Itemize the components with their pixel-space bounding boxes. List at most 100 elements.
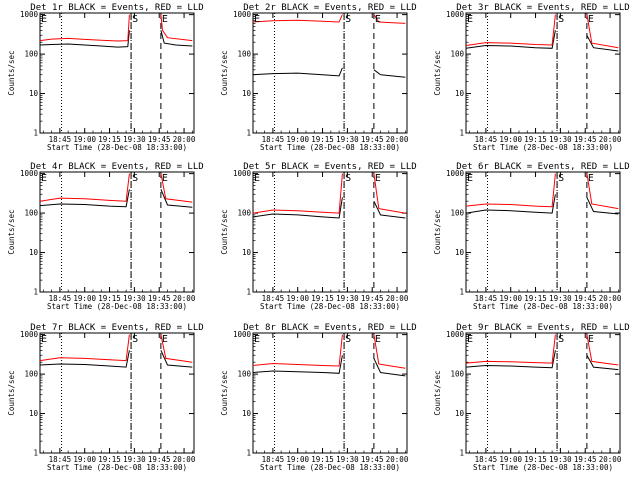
x-tick-label: 19:30 bbox=[549, 135, 572, 144]
y-tick-label: 100 bbox=[450, 370, 464, 379]
marker-E: E bbox=[162, 334, 168, 345]
y-tick-label: 10 bbox=[455, 248, 465, 257]
y-tick-label: 1000 bbox=[446, 330, 465, 339]
y-tick-label: 1000 bbox=[233, 330, 252, 339]
y-tick-label: 100 bbox=[237, 50, 251, 59]
y-tick-label: 10 bbox=[29, 409, 39, 418]
y-axis-label: Counts/sec bbox=[220, 370, 229, 415]
x-tick-label: 19:45 bbox=[148, 135, 171, 144]
panel-det-9: Det 9r BLACK = Events, RED = LLD 1 10 100 10… bbox=[433, 323, 630, 472]
x-tick-label: 19:15 bbox=[98, 455, 121, 464]
y-tick-label: 1000 bbox=[233, 10, 252, 19]
events-series-line bbox=[586, 355, 619, 371]
marker-E: E bbox=[375, 14, 381, 25]
y-axis-label: Counts/sec bbox=[433, 370, 442, 415]
events-series-line bbox=[586, 197, 619, 215]
y-tick-label: 1 bbox=[246, 449, 251, 458]
y-tick-label: 10 bbox=[29, 89, 39, 98]
y-tick-label: 100 bbox=[24, 370, 38, 379]
lld-series-line bbox=[373, 14, 406, 24]
y-tick-label: 1000 bbox=[20, 10, 39, 19]
y-tick-label: 1000 bbox=[446, 10, 465, 19]
y-tick-label: 10 bbox=[455, 89, 465, 98]
y-axis-label: Counts/sec bbox=[7, 50, 16, 95]
lld-series-line bbox=[39, 14, 130, 42]
x-tick-label: 19:15 bbox=[311, 455, 334, 464]
x-tick-label: 18:45 bbox=[49, 135, 72, 144]
x-tick-label: 20:00 bbox=[173, 294, 196, 303]
x-tick-label: 19:45 bbox=[148, 455, 171, 464]
marker-E: E bbox=[467, 14, 473, 25]
x-axis-label: Start Time (28-Dec-08 18:33:00) bbox=[260, 143, 400, 152]
x-tick-label: 19:00 bbox=[286, 455, 309, 464]
y-tick-label: 1 bbox=[459, 449, 464, 458]
marker-S: S bbox=[132, 334, 138, 345]
lld-series-line bbox=[252, 173, 343, 214]
x-tick-label: 20:00 bbox=[386, 294, 409, 303]
panel-title: Det 2r BLACK = Events, RED = LLD bbox=[243, 3, 416, 13]
marker-S: S bbox=[345, 14, 351, 25]
plot-frame bbox=[465, 332, 621, 454]
events-series-line bbox=[160, 189, 193, 208]
x-tick-label: 19:45 bbox=[574, 135, 597, 144]
lld-series-line bbox=[160, 14, 193, 42]
marker-S: S bbox=[558, 173, 564, 184]
lld-series-line bbox=[586, 173, 619, 210]
panel-det-2: Det 2r BLACK = Events, RED = LLD 1 10 100 10… bbox=[220, 3, 417, 152]
events-series-line bbox=[586, 35, 619, 52]
panel-det-1: Det 1r BLACK = Events, RED = LLD 1 10 100 10… bbox=[7, 3, 204, 152]
events-series-line bbox=[373, 200, 406, 219]
plot-frame bbox=[39, 12, 195, 134]
y-tick-label: 100 bbox=[450, 209, 464, 218]
x-axis-label: Start Time (28-Dec-08 18:33:00) bbox=[473, 463, 613, 472]
marker-E: E bbox=[375, 334, 381, 345]
x-tick-label: 19:30 bbox=[336, 294, 359, 303]
marker-S: S bbox=[558, 334, 564, 345]
x-axis-label: Start Time (28-Dec-08 18:33:00) bbox=[47, 302, 187, 311]
x-tick-label: 20:00 bbox=[173, 455, 196, 464]
x-tick-label: 20:00 bbox=[386, 135, 409, 144]
x-tick-label: 18:45 bbox=[262, 455, 285, 464]
x-tick-label: 19:15 bbox=[98, 135, 121, 144]
x-tick-label: 19:30 bbox=[123, 294, 146, 303]
plot-frame bbox=[39, 332, 195, 454]
y-tick-label: 10 bbox=[242, 409, 252, 418]
lld-series-line bbox=[586, 14, 619, 49]
panel-det-3: Det 3r BLACK = Events, RED = LLD 1 10 100 10… bbox=[433, 3, 630, 152]
y-axis-label: Counts/sec bbox=[433, 50, 442, 95]
x-tick-label: 19:15 bbox=[98, 294, 121, 303]
marker-E: E bbox=[588, 334, 594, 345]
panel-title: Det 7r BLACK = Events, RED = LLD bbox=[30, 323, 203, 333]
marker-E: E bbox=[375, 173, 381, 184]
x-tick-label: 18:45 bbox=[49, 455, 72, 464]
x-tick-label: 18:45 bbox=[475, 135, 498, 144]
plot-frame bbox=[252, 12, 408, 134]
marker-E: E bbox=[467, 173, 473, 184]
events-series-line bbox=[465, 194, 556, 214]
y-tick-label: 10 bbox=[455, 409, 465, 418]
plot-frame bbox=[252, 332, 408, 454]
y-tick-label: 1000 bbox=[20, 330, 39, 339]
y-tick-label: 100 bbox=[24, 50, 38, 59]
y-tick-label: 10 bbox=[242, 89, 252, 98]
y-tick-label: 1 bbox=[459, 288, 464, 297]
x-tick-label: 19:30 bbox=[336, 455, 359, 464]
x-tick-label: 19:45 bbox=[574, 294, 597, 303]
marker-E: E bbox=[41, 14, 47, 25]
x-tick-label: 19:45 bbox=[148, 294, 171, 303]
y-tick-label: 1 bbox=[459, 129, 464, 138]
panel-title: Det 9r BLACK = Events, RED = LLD bbox=[456, 323, 629, 333]
y-tick-label: 100 bbox=[450, 50, 464, 59]
y-tick-label: 1000 bbox=[233, 169, 252, 178]
lld-series-line bbox=[465, 173, 556, 208]
events-series-line bbox=[39, 30, 130, 48]
y-tick-label: 1 bbox=[33, 129, 38, 138]
x-tick-label: 19:30 bbox=[549, 294, 572, 303]
x-tick-label: 19:30 bbox=[123, 455, 146, 464]
y-tick-label: 100 bbox=[237, 370, 251, 379]
panel-title: Det 5r BLACK = Events, RED = LLD bbox=[243, 162, 416, 172]
x-tick-label: 19:30 bbox=[336, 135, 359, 144]
panel-det-6: Det 6r BLACK = Events, RED = LLD 1 10 100 10… bbox=[433, 162, 630, 311]
marker-E: E bbox=[254, 173, 260, 184]
marker-S: S bbox=[345, 173, 351, 184]
